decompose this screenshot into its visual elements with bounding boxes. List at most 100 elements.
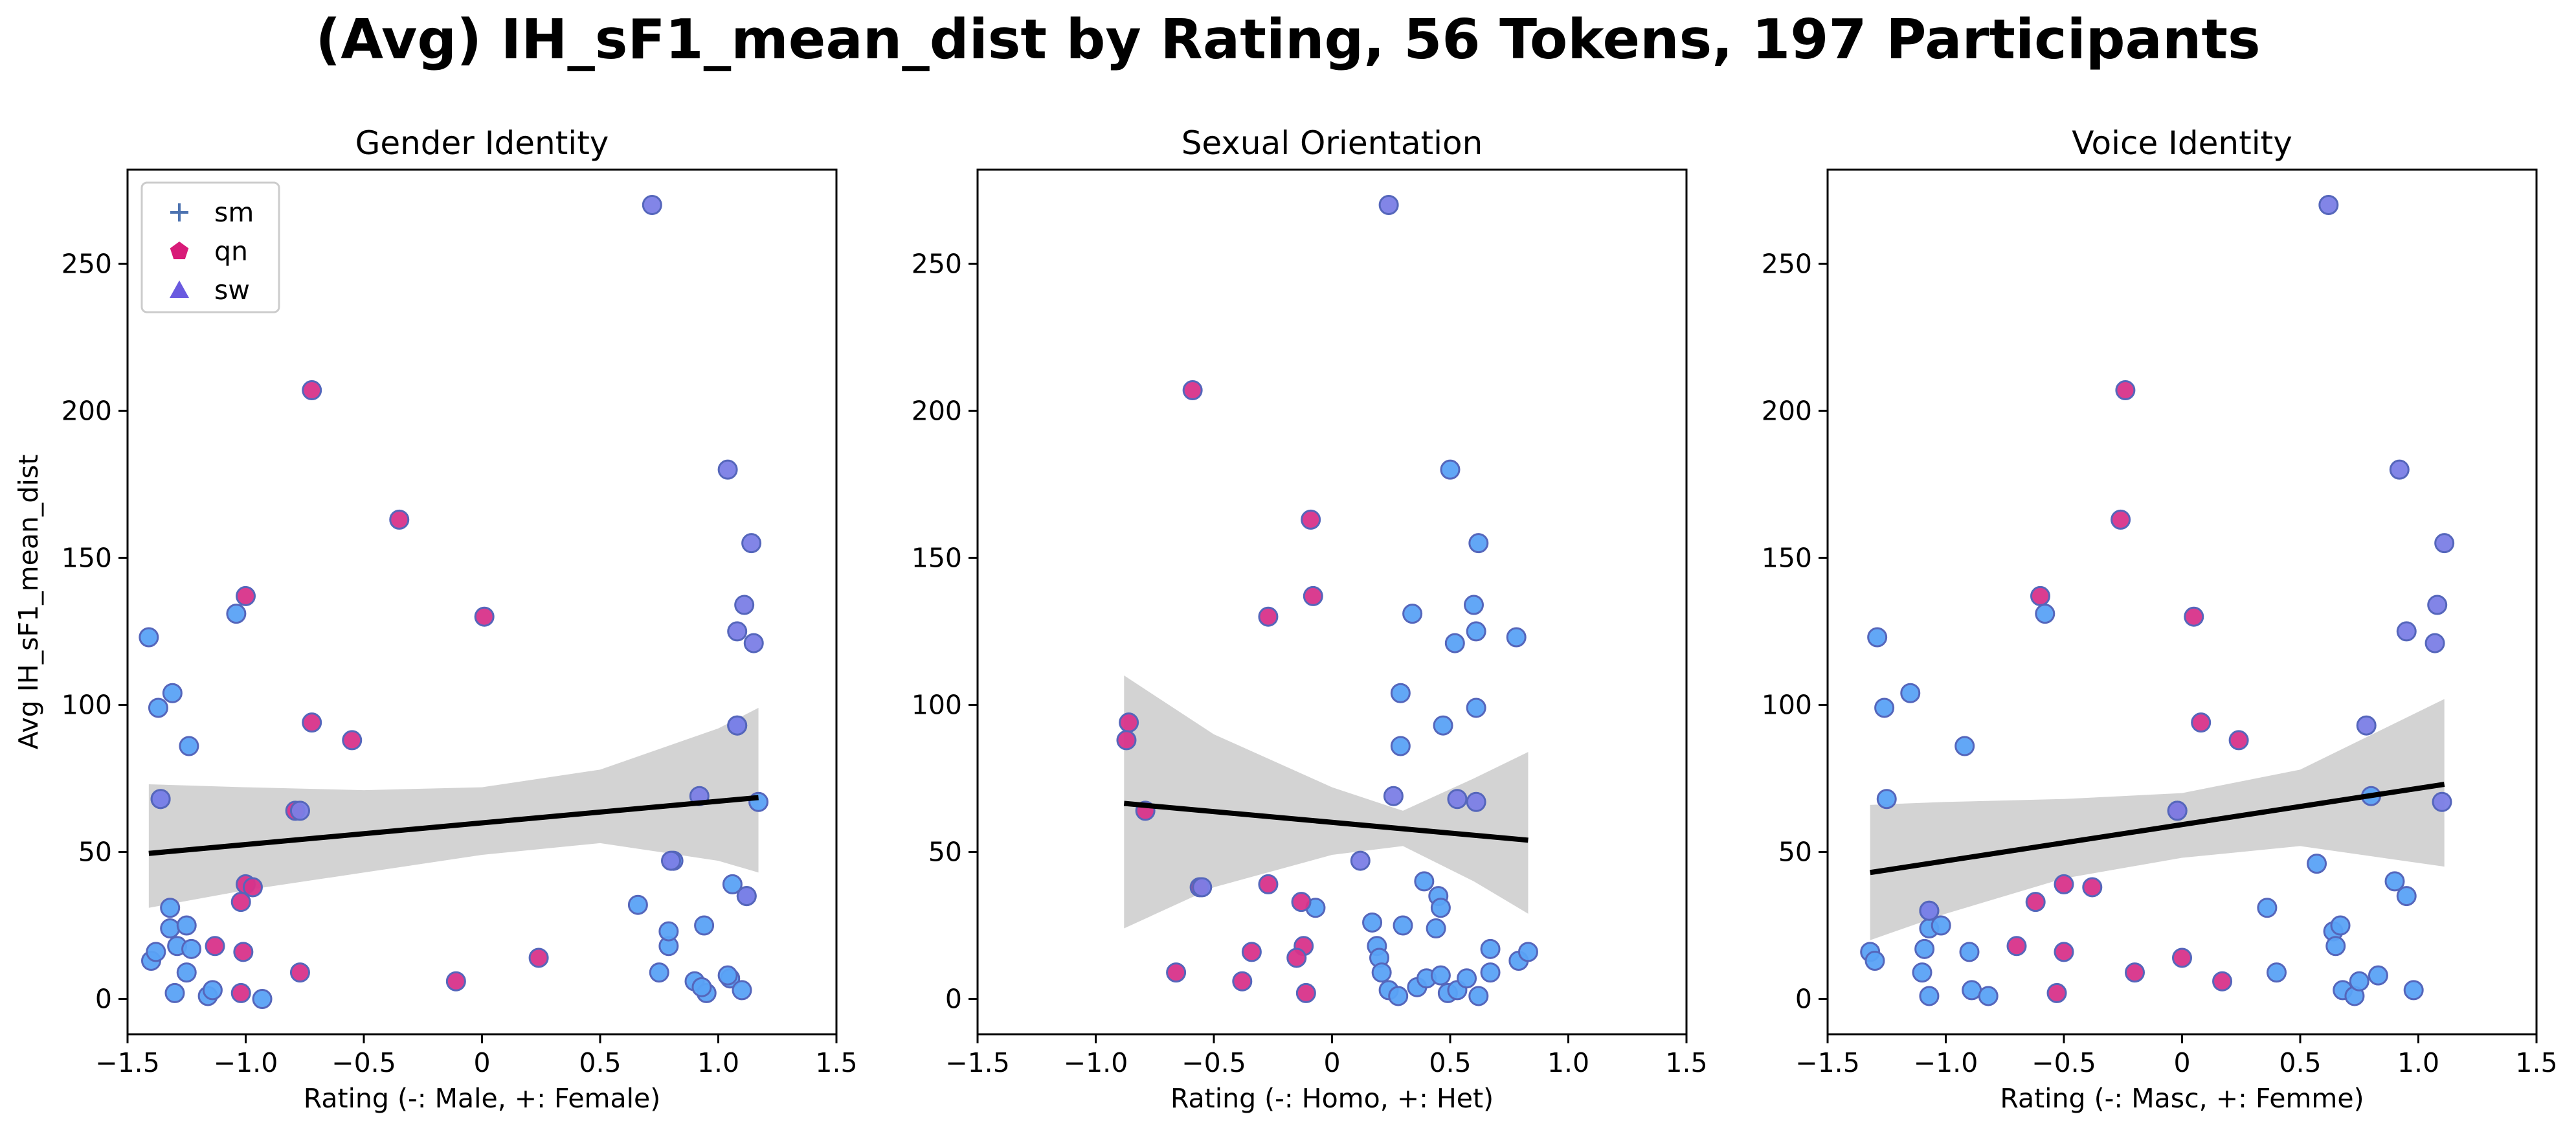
data-point-qn [1119, 712, 1139, 733]
x-axis-label: Rating (-: Masc, +: Femme) [2000, 1083, 2364, 1114]
data-point-sm [160, 918, 181, 939]
data-point-sm [1874, 697, 1895, 718]
data-point-sw [1350, 850, 1371, 871]
data-point-qn [342, 730, 363, 751]
data-point-sm [148, 697, 168, 718]
data-point-sw [1447, 789, 1468, 810]
y-axis-label: Avg IH_sF1_mean_dist [13, 455, 44, 750]
data-point-qn [2054, 942, 2074, 962]
data-point-sw [642, 194, 662, 215]
data-point-sm [649, 962, 669, 983]
data-point-qn [474, 606, 495, 627]
data-point-sm [694, 915, 715, 936]
x-tick-label: 0 [1323, 1047, 1340, 1078]
data-point-sm [1468, 986, 1489, 1006]
data-point-sw [741, 533, 762, 554]
data-point-sw [1192, 877, 1213, 898]
data-point-sw [2389, 459, 2410, 480]
data-point-sm [1433, 715, 1453, 736]
data-point-sm [627, 894, 648, 915]
data-point-sm [722, 874, 743, 894]
data-point-sm [2368, 965, 2388, 986]
data-point-sm [1480, 962, 1501, 983]
data-point-sm [1393, 915, 1413, 936]
regression-line [1123, 800, 1529, 843]
data-point-sm [179, 736, 199, 756]
data-point-sm [1962, 980, 1982, 1001]
data-point-sm [732, 980, 752, 1001]
x-tick-label: −0.5 [2032, 1047, 2096, 1078]
data-point-sm [1362, 912, 1383, 933]
data-point-sw [743, 633, 764, 653]
data-point-sw [736, 886, 757, 907]
data-point-sm [2325, 936, 2346, 957]
x-tick-label: 1.5 [1665, 1047, 1707, 1078]
confidence-band [148, 707, 759, 908]
x-tick-label: −1.0 [1914, 1047, 1978, 1078]
x-tick-label: 1.0 [697, 1047, 739, 1078]
data-point-sm [146, 942, 166, 962]
x-tick-label: 0.5 [2279, 1047, 2321, 1078]
legend-label: sm [214, 197, 254, 228]
data-point-sm [202, 980, 223, 1001]
y-tick-label: 200 [1762, 395, 1812, 426]
data-point-qn [2025, 892, 2046, 913]
data-point-sm [691, 977, 712, 997]
x-tick-label: 1.0 [1547, 1047, 1589, 1078]
data-point-sm [226, 604, 247, 624]
data-point-sm [1390, 683, 1411, 703]
data-point-sw [661, 850, 681, 871]
data-point-sw [2396, 621, 2417, 642]
chart-panel-2: Sexual Orientation −1.5 −1.0 −0.5 0 0.5 1.0 1.5… [912, 124, 1708, 1114]
data-point-sm [1912, 962, 1932, 983]
data-point-qn [1258, 606, 1279, 627]
chart-panel-3: Voice Identity −1.5 −1.0 −0.5 0 0.5 1.0 1.5 0 50 1… [1762, 124, 2558, 1114]
data-point-qn [2082, 877, 2103, 898]
data-point-sw [727, 621, 748, 642]
data-point-sm [2396, 886, 2417, 907]
data-point-sm [1876, 789, 1897, 810]
x-tick-label: −1.5 [1795, 1047, 1860, 1078]
data-point-sm [1518, 942, 1538, 962]
data-point-sm [1466, 621, 1486, 642]
data-point-qn [230, 892, 251, 913]
data-point-qn [236, 585, 256, 606]
y-tick-label: 0 [945, 984, 962, 1015]
data-point-qn [445, 971, 466, 992]
data-point-sw [150, 789, 171, 810]
data-point-sm [717, 965, 738, 986]
data-point-sm [1959, 942, 1980, 962]
regression-line [148, 795, 759, 856]
y-tick-label: 50 [78, 836, 112, 867]
x-tick-label: 1.0 [2397, 1047, 2439, 1078]
y-tick-label: 50 [1778, 836, 1812, 867]
x-tick-label: 0.5 [579, 1047, 621, 1078]
x-tick-label: −1.0 [214, 1047, 278, 1078]
data-point-sm [2035, 604, 2055, 624]
data-point-sw [2432, 791, 2452, 812]
x-tick-label: −0.5 [331, 1047, 396, 1078]
legend-box [140, 181, 280, 313]
data-point-qn [302, 712, 322, 733]
data-point-sm [2330, 915, 2351, 936]
x-tick-label: 1.5 [2515, 1047, 2557, 1078]
data-point-qn [2228, 730, 2249, 751]
data-point-qn [2125, 962, 2145, 983]
data-point-sm [1426, 918, 1446, 939]
data-point-qn [1116, 730, 1137, 751]
data-point-sm [176, 915, 197, 936]
data-point-sm [2257, 898, 2278, 918]
legend-marker-triangle [170, 280, 189, 298]
data-point-qn [1166, 962, 1187, 983]
x-tick-label: −1.5 [945, 1047, 1010, 1078]
data-point-qn [1241, 942, 1262, 962]
chart-panel-1: Gender Identity −1.5 −1.0 −0.5 0 0.5 1.0 1.5 0 50… [13, 124, 858, 1114]
data-point-sm [1867, 627, 1888, 648]
data-point-qn [1291, 892, 1312, 913]
data-point-sw [2425, 633, 2445, 653]
data-point-qn [2172, 947, 2192, 968]
data-point-qn [1301, 509, 1321, 530]
data-point-sm [1480, 938, 1501, 959]
data-point-sm [1464, 595, 1484, 615]
